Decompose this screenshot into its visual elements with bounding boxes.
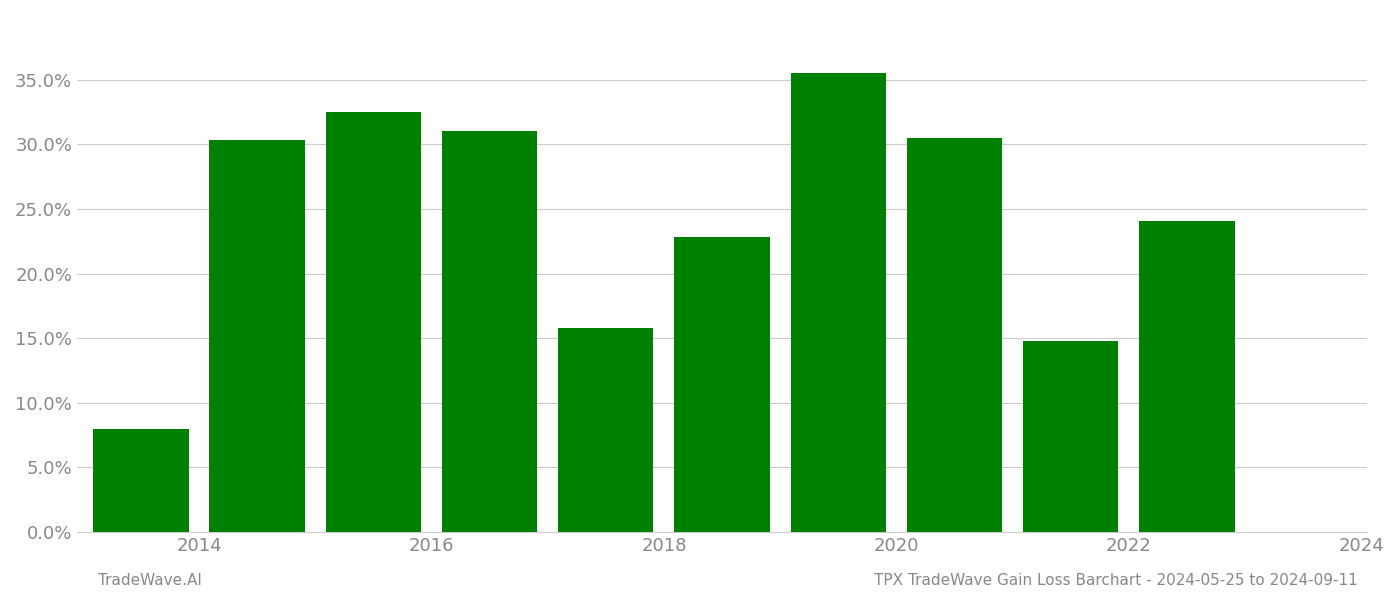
Bar bbox=[559, 328, 654, 532]
Bar bbox=[210, 140, 305, 532]
Text: TPX TradeWave Gain Loss Barchart - 2024-05-25 to 2024-09-11: TPX TradeWave Gain Loss Barchart - 2024-… bbox=[874, 573, 1358, 588]
Bar bbox=[1023, 341, 1119, 532]
Bar bbox=[1140, 221, 1235, 532]
Bar bbox=[675, 238, 770, 532]
Bar bbox=[442, 131, 538, 532]
Text: TradeWave.AI: TradeWave.AI bbox=[98, 573, 202, 588]
Bar bbox=[326, 112, 421, 532]
Bar bbox=[94, 429, 189, 532]
Bar bbox=[791, 73, 886, 532]
Bar bbox=[907, 138, 1002, 532]
